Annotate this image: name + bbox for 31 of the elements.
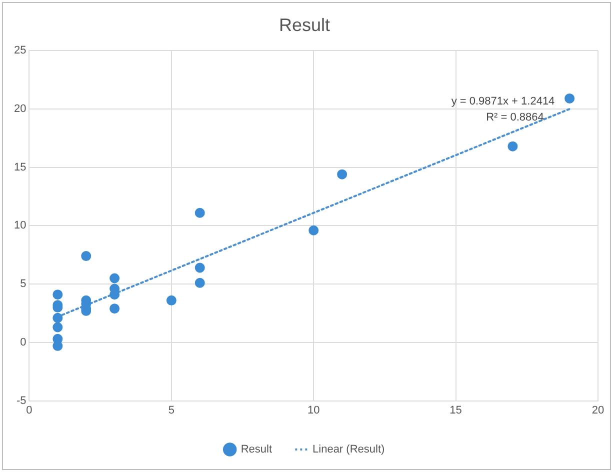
annotation: y = 0.9871x + 1.2414: [451, 96, 555, 108]
point: [194, 278, 205, 288]
point: [110, 304, 120, 314]
point: [194, 208, 205, 218]
point: [110, 273, 120, 284]
y-tick-label: 15: [14, 161, 26, 174]
point: [308, 225, 319, 236]
point: [337, 169, 348, 180]
point: [166, 295, 176, 306]
legend-label: Result: [240, 444, 272, 456]
point: [52, 290, 63, 300]
chart-title: Result: [278, 14, 330, 35]
point: [52, 312, 63, 323]
point: [52, 340, 63, 351]
y-tick-label: 5: [20, 278, 26, 290]
x-tick-label: 10: [307, 404, 320, 416]
x-tick-label: 5: [168, 404, 174, 416]
y-tick-label: 0: [20, 336, 26, 348]
y-tick-label: -5: [16, 394, 26, 407]
y-tick-label: 10: [14, 220, 26, 232]
y-tick-label: 20: [14, 103, 26, 115]
y-tick-label: 25: [14, 44, 26, 57]
x-tick-label: 20: [592, 404, 604, 416]
point: [564, 93, 575, 104]
point: [81, 251, 92, 262]
x-tick-label: 15: [450, 404, 462, 416]
point: [194, 262, 205, 273]
point: [508, 141, 518, 152]
legend-label: Linear (Result): [312, 444, 385, 456]
point: [52, 322, 63, 332]
annotation: R² = 0.8864: [486, 112, 544, 124]
